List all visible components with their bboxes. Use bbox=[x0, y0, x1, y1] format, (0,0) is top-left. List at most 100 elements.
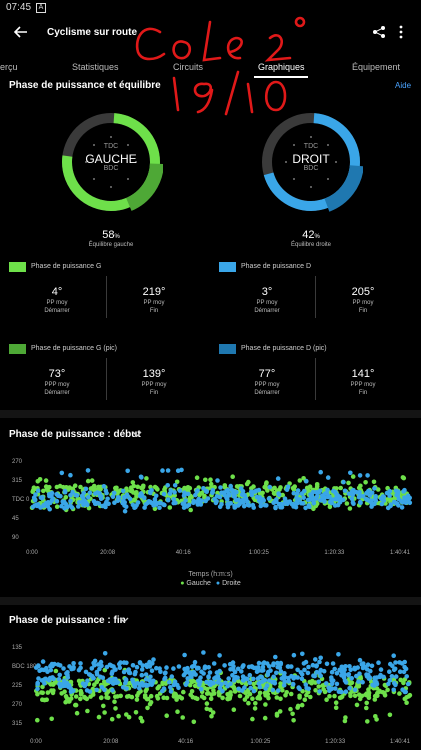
right-phase-point bbox=[160, 468, 165, 473]
right-phase-point bbox=[317, 659, 322, 665]
left-phase-point bbox=[365, 719, 370, 724]
left-phase-point bbox=[134, 697, 140, 702]
left-phase-point bbox=[263, 693, 268, 698]
right-phase-point bbox=[401, 489, 406, 494]
right-phase-point bbox=[207, 670, 213, 675]
tab-statistics[interactable]: Statistiques bbox=[72, 62, 119, 72]
left-phase-point bbox=[398, 677, 404, 683]
left-phase-point bbox=[216, 692, 222, 698]
left-phase-point bbox=[195, 696, 200, 702]
right-phase-point bbox=[160, 688, 165, 694]
right-phase-point bbox=[87, 672, 93, 677]
right-phase-point bbox=[395, 490, 401, 496]
right-phase-point bbox=[291, 652, 297, 658]
right-phase-point bbox=[150, 661, 155, 666]
tab-charts[interactable]: Graphiques bbox=[258, 62, 305, 72]
right-phase-point bbox=[196, 665, 201, 671]
back-arrow-icon[interactable] bbox=[14, 26, 28, 38]
left-phase-swatch bbox=[9, 262, 26, 272]
more-options-icon[interactable] bbox=[398, 25, 404, 39]
left-phase-point bbox=[40, 690, 45, 696]
left-phase-point bbox=[204, 706, 210, 712]
right-phase-point bbox=[391, 687, 397, 693]
left-phase-point bbox=[175, 709, 180, 714]
right-phase-point bbox=[139, 667, 145, 672]
left-phase-point bbox=[364, 705, 369, 711]
share-icon[interactable] bbox=[372, 25, 386, 39]
left-phase-point bbox=[257, 696, 263, 701]
right-phase-point bbox=[84, 688, 90, 693]
right-phase-point bbox=[378, 672, 383, 678]
right-phase-point bbox=[247, 503, 252, 508]
left-end-label: PP moy bbox=[143, 300, 165, 306]
left-phase-point bbox=[295, 703, 301, 709]
left-phase-point bbox=[160, 681, 165, 687]
right-phase-point bbox=[162, 676, 167, 682]
left-phase-point bbox=[342, 718, 348, 724]
right-phase-point bbox=[214, 670, 220, 675]
chevron-down-icon[interactable] bbox=[132, 431, 142, 438]
left-phase-point bbox=[135, 484, 140, 490]
right-balance-percent: 42 bbox=[302, 229, 315, 241]
right-phase-point bbox=[400, 687, 405, 692]
right-phase-point bbox=[304, 685, 309, 691]
right-phase-point bbox=[126, 670, 132, 675]
left-phase-point bbox=[144, 696, 150, 702]
left-phase-point bbox=[277, 709, 283, 714]
left-phase-point bbox=[148, 693, 154, 699]
right-phase-point bbox=[281, 682, 287, 688]
left-phase-point bbox=[91, 487, 96, 493]
right-phase-point bbox=[357, 489, 362, 495]
right-phase-point bbox=[303, 659, 309, 665]
right-phase-point bbox=[185, 491, 191, 497]
right-phase-point bbox=[273, 654, 278, 660]
left-phase-point bbox=[139, 485, 144, 491]
tab-overview[interactable]: erçu bbox=[0, 62, 18, 72]
tab-equipment[interactable]: Équipement bbox=[352, 62, 401, 72]
left-phase-point bbox=[143, 688, 148, 694]
left-phase-point bbox=[290, 711, 295, 717]
right-phase-point bbox=[162, 502, 167, 508]
left-phase-point bbox=[272, 485, 277, 491]
left-phase-point bbox=[118, 693, 123, 699]
right-phase-point bbox=[274, 670, 279, 676]
left-phase-point bbox=[348, 691, 353, 696]
left-phase-point bbox=[199, 490, 205, 496]
right-phase-point bbox=[360, 494, 366, 499]
left-phase-point bbox=[246, 479, 251, 485]
left-phase-point bbox=[338, 485, 344, 491]
right-phase-point bbox=[283, 498, 288, 504]
right-phase-point bbox=[171, 682, 177, 688]
right-phase-point bbox=[299, 676, 305, 682]
left-phase-point bbox=[37, 477, 43, 482]
right-phase-point bbox=[332, 666, 338, 672]
right-phase-point bbox=[240, 664, 245, 670]
right-phase-point bbox=[92, 663, 97, 668]
x-tick-label: 1:40:41 bbox=[390, 739, 411, 745]
left-phase-point bbox=[220, 695, 225, 701]
right-phase-point bbox=[94, 669, 100, 675]
right-phase-point bbox=[168, 685, 173, 690]
right-phase-point bbox=[68, 498, 73, 504]
chevron-down-icon[interactable] bbox=[119, 617, 129, 624]
tab-bar: erçu Statistiques Circuits Graphiques Éq… bbox=[0, 56, 421, 78]
right-phase-point bbox=[182, 652, 187, 658]
help-link[interactable]: Aide bbox=[395, 81, 412, 90]
right-phase-point bbox=[56, 677, 62, 682]
right-phase-point bbox=[402, 498, 407, 504]
right-phase-point bbox=[111, 490, 117, 496]
right-phase-point bbox=[371, 683, 377, 688]
right-phase-point bbox=[165, 483, 170, 488]
left-phase-point bbox=[102, 710, 107, 715]
left-start-sublabel: Démarrer bbox=[44, 308, 70, 314]
y-tick-label: BDC 180 bbox=[12, 664, 37, 670]
tab-laps[interactable]: Circuits bbox=[173, 62, 204, 72]
left-peak-end-value: 139° bbox=[142, 368, 166, 380]
right-phase-point bbox=[307, 504, 312, 509]
right-phase-point bbox=[290, 501, 296, 507]
right-phase-point bbox=[137, 493, 143, 499]
right-phase-point bbox=[360, 665, 366, 671]
right-phase-point bbox=[392, 680, 397, 686]
left-phase-point bbox=[374, 686, 380, 691]
right-phase-point bbox=[137, 685, 142, 691]
